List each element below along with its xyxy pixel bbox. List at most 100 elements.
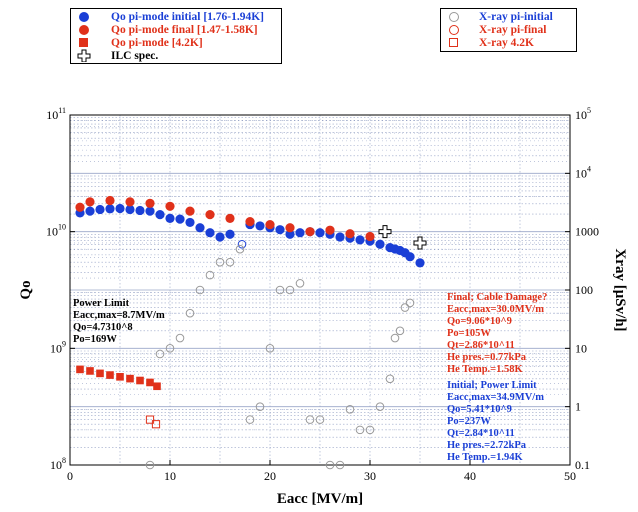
data-point	[275, 225, 285, 235]
data-point	[405, 252, 415, 262]
annotation-line: Qt=2.84*10^11	[447, 428, 515, 439]
data-point	[245, 415, 255, 424]
data-point	[225, 257, 235, 267]
x-tick-label: 30	[364, 469, 376, 483]
data-point	[105, 195, 115, 206]
data-point	[275, 285, 285, 295]
data-point	[85, 197, 95, 207]
data-point	[185, 308, 195, 318]
data-point	[205, 270, 215, 280]
y-tick-label: 108	[50, 456, 66, 472]
data-point	[355, 235, 365, 245]
legend-left: Qo pi-mode initial [1.76-1.94K] Qo pi-mo…	[70, 8, 282, 64]
data-point	[295, 279, 305, 288]
data-point	[355, 425, 365, 435]
data-point	[345, 229, 355, 239]
data-point	[365, 231, 375, 242]
data-point	[405, 298, 415, 308]
data-point	[375, 402, 385, 411]
marks	[75, 195, 427, 470]
data-point	[151, 420, 161, 429]
annotation-line: Qt=2.86*10^11	[447, 340, 515, 351]
legend-item: X-ray pi-initial	[441, 10, 576, 23]
y-tick-label: 1010	[46, 223, 66, 239]
legend-right: X-ray pi-initial X-ray pi-final X-ray 4.…	[440, 8, 577, 52]
data-point	[106, 371, 114, 379]
legend-item: Qo pi-mode initial [1.76-1.94K]	[71, 10, 281, 23]
legend-item: Qo pi-mode [4.2K]	[71, 36, 281, 49]
data-point	[245, 216, 255, 227]
blue-filled-circle-icon	[79, 12, 89, 22]
annotation-line: Po=105W	[447, 328, 491, 339]
legend-item: X-ray 4.2K	[441, 36, 576, 49]
data-point	[145, 206, 155, 216]
data-point	[395, 326, 405, 336]
y2-tick-label: 1	[575, 400, 581, 414]
data-point	[165, 344, 175, 353]
annotation-line: He Temp.=1.94K	[447, 452, 523, 463]
data-point	[390, 333, 400, 343]
annotation-initial: Initial; Power Limit Eacc,max=34.9MV/m Q…	[447, 380, 544, 464]
red-filled-circle-icon	[79, 25, 89, 35]
annotation-power-limit-4k: Power Limit Eacc,max=8.7MV/m Qo=4.7310^8…	[73, 298, 165, 346]
data-point	[155, 210, 165, 220]
data-point	[265, 219, 275, 230]
data-point	[155, 349, 165, 359]
data-point	[115, 203, 125, 214]
data-point	[205, 210, 215, 220]
data-point	[225, 213, 235, 223]
data-point	[185, 217, 195, 228]
data-point	[335, 232, 345, 242]
data-point	[315, 228, 325, 238]
annotation-line: Eacc,max=30.0MV/m	[447, 304, 544, 315]
open-cross-icon	[77, 49, 91, 62]
annotation-line: Eacc,max=34.9MV/m	[447, 392, 544, 403]
data-point	[185, 206, 195, 216]
annotation-line: Qo=9.06*10^9	[447, 316, 512, 327]
legend-item: Qo pi-mode final [1.47-1.58K]	[71, 23, 281, 36]
data-point	[255, 402, 265, 411]
data-point	[205, 228, 215, 238]
data-point	[95, 204, 105, 215]
legend-item: X-ray pi-final	[441, 23, 576, 36]
x-axis-label: Eacc [MV/m]	[277, 491, 363, 507]
data-point	[345, 405, 355, 414]
annotation-line: Initial; Power Limit	[447, 380, 537, 391]
red-open-circle-icon	[449, 25, 459, 35]
data-point	[146, 378, 154, 387]
annotation-line: He pres.=0.77kPa	[447, 352, 526, 363]
y-tick-label: 1011	[46, 106, 66, 122]
annotation-line: He pres.=2.72kPa	[447, 440, 526, 451]
data-point	[116, 373, 124, 381]
data-point	[235, 244, 245, 254]
data-point	[285, 285, 295, 295]
data-point	[76, 365, 84, 374]
x-tick-label: 40	[464, 469, 476, 483]
data-point	[125, 204, 135, 215]
data-point	[255, 221, 265, 231]
data-point	[237, 239, 247, 249]
data-point	[105, 204, 115, 214]
x-tick-label: 0	[67, 469, 73, 483]
data-point	[413, 236, 427, 250]
data-point	[145, 460, 155, 470]
data-point	[175, 333, 185, 343]
data-point	[375, 239, 385, 249]
y2-tick-label: 104	[575, 164, 591, 180]
data-point	[85, 206, 95, 216]
data-point	[225, 229, 235, 239]
data-point	[145, 198, 155, 208]
y2-tick-label: 1000	[575, 225, 599, 239]
annotation-line: Po=169W	[73, 334, 117, 345]
data-point	[135, 205, 145, 216]
annotation-line: He Temp.=1.58K	[447, 364, 523, 375]
data-point	[385, 374, 395, 384]
data-point	[145, 415, 155, 424]
y2-tick-label: 10	[575, 341, 587, 355]
data-point	[125, 197, 135, 207]
data-point	[295, 228, 305, 238]
data-point	[86, 367, 94, 375]
y2-tick-label: 0.1	[575, 458, 590, 472]
x-tick-label: 50	[564, 469, 576, 483]
